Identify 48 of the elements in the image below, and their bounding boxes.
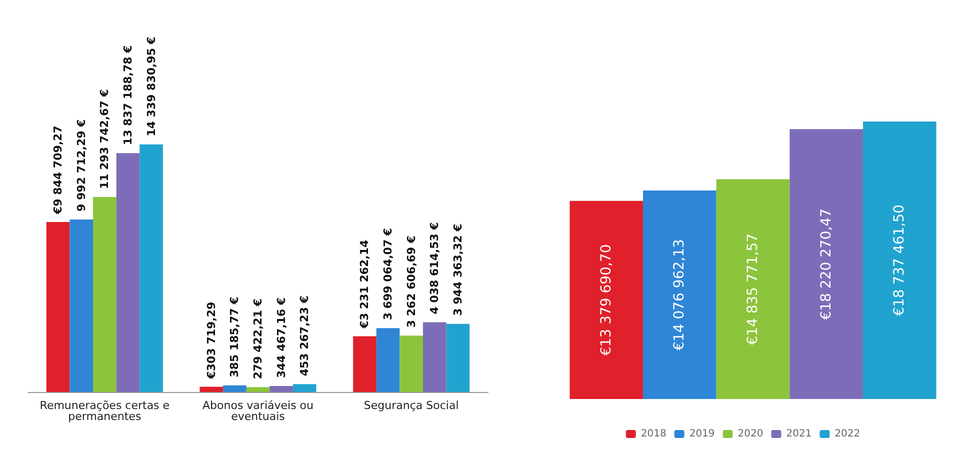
bar: [223, 385, 246, 392]
data-label: 9 992 712,29 €: [74, 119, 88, 212]
data-label: 3 699 064,07 €: [382, 228, 395, 320]
bar: [46, 222, 70, 392]
bar: [422, 322, 446, 392]
bar: [200, 386, 224, 392]
bar: [353, 336, 376, 392]
data-label: 4 038 614,53 €: [428, 222, 442, 314]
bar: [93, 196, 116, 392]
data-label: €18 220 270,47: [818, 208, 834, 320]
bar: [446, 324, 470, 392]
data-label: 11 293 742,67 €: [98, 89, 112, 189]
bar: [70, 219, 94, 392]
bar: [246, 387, 270, 392]
data-label: 3 262 606,69 €: [404, 235, 418, 328]
bar: [116, 153, 140, 392]
data-label: €14 076 962,13: [672, 239, 688, 350]
legend-label: 2018: [640, 428, 666, 440]
data-label: 453 267,23 €: [298, 295, 312, 376]
data-label: 344 467,16 €: [274, 297, 288, 378]
bar: [570, 200, 644, 399]
bar: [643, 190, 716, 399]
data-label: €9 844 709,27: [52, 126, 65, 216]
legend-label: 2021: [786, 428, 812, 440]
data-label: 14 339 830,95 €: [144, 36, 158, 136]
legend-label: 2022: [834, 428, 860, 440]
bar: [862, 122, 936, 399]
data-label: €303 719,29: [204, 302, 218, 380]
bar: [270, 386, 293, 392]
data-label: 3 944 363,32 €: [451, 224, 464, 316]
bar: [400, 336, 423, 392]
x-tick-label: Segurança Social: [364, 399, 459, 412]
data-label: €13 379 690,70: [598, 244, 614, 356]
bar: [790, 129, 863, 399]
bar: [140, 144, 163, 392]
x-tick-label: Remunerações certas e permanentes: [40, 399, 170, 423]
legend-label: 2019: [689, 428, 715, 440]
bar: [716, 179, 790, 399]
data-label: 385 185,77 €: [228, 296, 242, 378]
x-tick-label: Abonos variáveis ou eventuais: [202, 399, 314, 423]
bar: [292, 384, 316, 392]
data-label: €14 835 771,57: [745, 233, 761, 345]
data-label: €3 231 262,14: [358, 239, 372, 330]
legend-label: 2020: [738, 428, 764, 440]
data-label: €18 737 461,50: [892, 204, 908, 316]
bar: [376, 328, 400, 392]
data-label: 279 422,21 €: [252, 298, 264, 380]
data-label: 13 837 188,78 €: [121, 45, 134, 146]
